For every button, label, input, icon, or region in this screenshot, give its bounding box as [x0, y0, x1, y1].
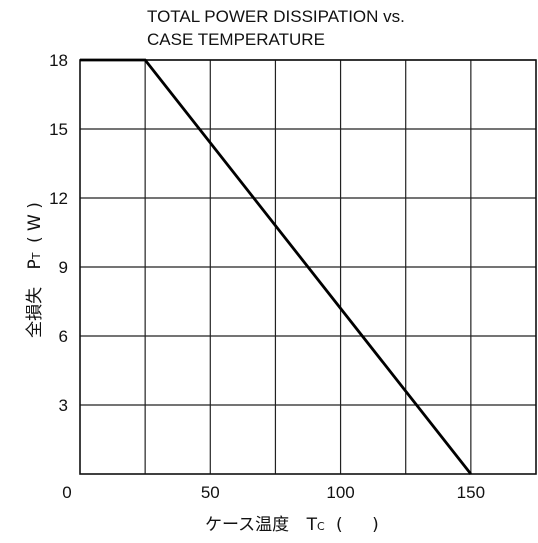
x-axis-unit-close: )	[372, 515, 379, 535]
x-axis-symbol: T	[306, 515, 318, 535]
x-axis-label: ケース温度 TC ( )	[205, 515, 379, 535]
chart-title-line-2: CASE TEMPERATURE	[147, 30, 325, 49]
y-tick-label: 15	[49, 120, 68, 139]
y-axis-symbol-sub: T	[30, 252, 43, 260]
y-tick-label: 12	[49, 189, 68, 208]
series-layer	[80, 58, 472, 475]
x-tick-label: 50	[201, 483, 220, 502]
x-axis-symbol-sub: C	[317, 520, 325, 533]
y-tick-label: 6	[59, 327, 68, 346]
y-tick-label: 3	[59, 396, 68, 415]
y-tick-label: 9	[59, 258, 68, 277]
series-line-power-derating	[80, 58, 472, 475]
y-axis-label-text: 全損失	[25, 287, 45, 338]
chart-title-line-1: TOTAL POWER DISSIPATION vs.	[147, 7, 405, 26]
y-tick-label: 18	[49, 51, 68, 70]
y-axis-unit: ( W )	[25, 202, 45, 243]
y-axis-symbol: P	[25, 259, 45, 269]
x-tick-label: 150	[457, 483, 485, 502]
y-tick-labels: 3 6 9 12 15 18	[49, 51, 68, 415]
x-tick-label: 100	[326, 483, 354, 502]
plot-frame	[79, 59, 537, 475]
x-axis-unit-open: (	[336, 515, 343, 535]
x-axis-label-text: ケース温度	[205, 515, 289, 535]
y-axis-label: 全損失 PT ( W )	[25, 202, 45, 338]
x-tick-labels: 0 50 100 150	[62, 483, 485, 502]
x-tick-label: 0	[62, 483, 71, 502]
